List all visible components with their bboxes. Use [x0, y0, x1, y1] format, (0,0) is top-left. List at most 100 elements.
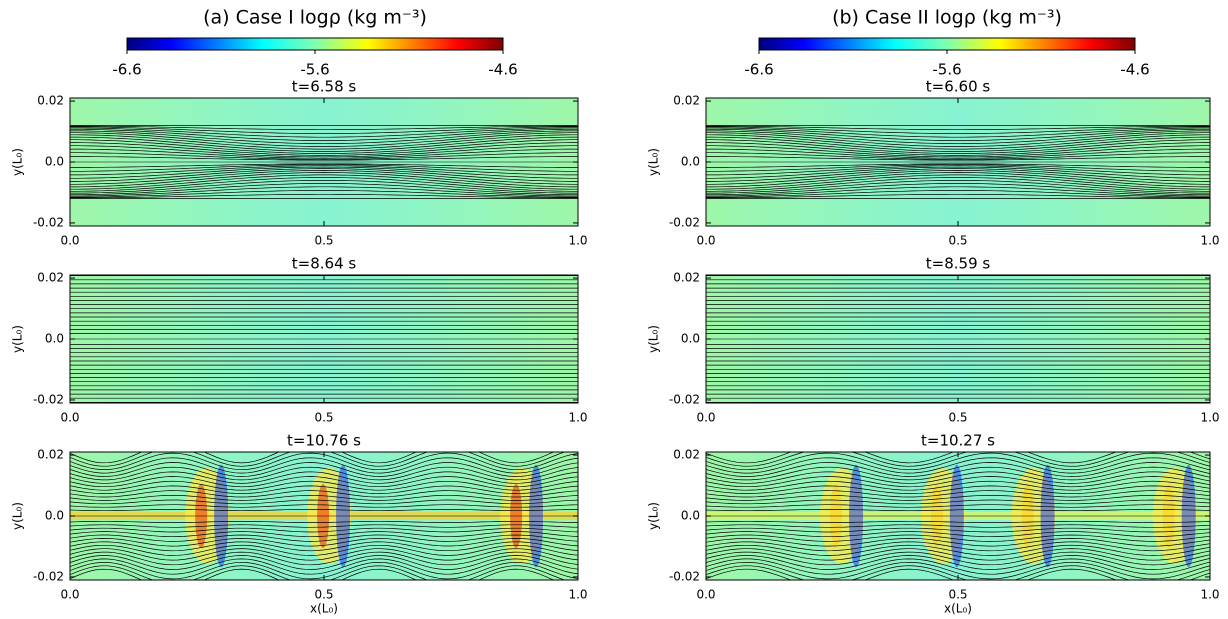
- field-line: [70, 527, 578, 533]
- x-tick-label: 0.0: [696, 588, 715, 602]
- field-line: [70, 509, 578, 512]
- field-line: [70, 494, 578, 501]
- x-tick-label: 0.5: [314, 411, 333, 425]
- field-line: [706, 128, 1210, 141]
- field-line: [706, 186, 1210, 197]
- panel-title: t=10.27 s: [921, 432, 995, 450]
- field-line: [706, 179, 1210, 194]
- field-line: [706, 485, 1210, 494]
- y-tick-label: 0.0: [45, 155, 64, 169]
- field-line: [706, 127, 1210, 138]
- field-line: [706, 531, 1210, 538]
- x-tick-label: 0.5: [314, 234, 333, 248]
- field-line: [706, 499, 1210, 505]
- field-line: [70, 170, 578, 185]
- y-axis-label: y(L₀): [647, 502, 661, 530]
- y-tick-label: 0.02: [673, 94, 700, 108]
- heatmap-image: [70, 98, 578, 226]
- field-line: [70, 452, 555, 464]
- y-axis-label: y(L₀): [11, 148, 25, 176]
- field-line: [70, 126, 578, 134]
- field-line: [70, 179, 578, 194]
- x-tick-label: 0.0: [696, 234, 715, 248]
- x-tick-label: 1.0: [568, 411, 587, 425]
- y-axis-label: y(L₀): [647, 148, 661, 176]
- field-line: [70, 565, 566, 580]
- field-line: [70, 480, 578, 491]
- field-line: [706, 152, 1210, 160]
- panel-title: t=10.76 s: [287, 432, 361, 450]
- heatmap-image: [70, 275, 578, 403]
- heatmap-panel: t=8.59 s 0.0 0.5 1.0 -0.02 0.0 0.02 y(L₀): [647, 255, 1220, 425]
- field-line: [706, 561, 1210, 580]
- field-line: [70, 134, 578, 150]
- x-axis-label: x(L₀): [310, 602, 338, 616]
- x-tick-label: 1.0: [568, 234, 587, 248]
- field-line: [706, 466, 1210, 481]
- field-line: [70, 466, 578, 481]
- field-line: [706, 541, 1210, 552]
- field-line: [706, 145, 1210, 158]
- field-line: [70, 186, 578, 197]
- y-tick-label: -0.02: [33, 215, 64, 229]
- field-line: [706, 476, 1210, 488]
- field-line: [706, 183, 1210, 196]
- field-line: [70, 531, 578, 538]
- y-tick-label: 0.02: [37, 271, 64, 285]
- x-tick-label: 1.0: [1200, 588, 1219, 602]
- panel-title: t=6.58 s: [292, 78, 357, 96]
- x-tick-label: 0.5: [948, 411, 967, 425]
- field-line: [706, 494, 1210, 501]
- x-tick-label: 1.0: [1200, 411, 1219, 425]
- colorbar: [758, 37, 1136, 51]
- y-tick-label: -0.02: [669, 215, 700, 229]
- field-line: [706, 462, 1210, 477]
- y-tick-label: -0.02: [33, 392, 64, 406]
- y-tick-label: -0.02: [669, 392, 700, 406]
- field-line: [706, 471, 1210, 484]
- x-tick-label: 0.5: [314, 588, 333, 602]
- field-line: [70, 538, 578, 547]
- x-tick-label: 1.0: [568, 588, 587, 602]
- heatmap-panel: t=6.58 s 0.0 0.5 1.0 -0.02 0.0 0.02 y(L₀): [11, 78, 588, 248]
- field-line: [706, 558, 1210, 575]
- field-line: [706, 177, 1210, 192]
- field-line: [70, 544, 578, 556]
- field-line: [706, 174, 1210, 190]
- field-line: [70, 145, 578, 158]
- field-line: [70, 485, 578, 494]
- field-line: [706, 520, 1210, 523]
- field-line: [706, 544, 1210, 556]
- field-line: [70, 130, 578, 145]
- y-tick-label: 0.0: [681, 509, 700, 523]
- field-line: [706, 168, 1210, 182]
- x-tick-label: 0.0: [60, 588, 79, 602]
- field-line: [70, 555, 578, 570]
- field-line: [70, 125, 578, 131]
- field-line: [70, 541, 578, 552]
- field-line: [70, 156, 578, 161]
- field-line: [70, 471, 578, 484]
- colorbar-title: (b) Case II logρ (kg m⁻³): [832, 7, 1062, 29]
- field-line: [70, 177, 578, 192]
- field-line: [706, 490, 1210, 498]
- x-tick-label: 0.5: [948, 234, 967, 248]
- y-tick-label: 0.02: [673, 271, 700, 285]
- field-line: [70, 462, 578, 477]
- field-line: [706, 148, 1210, 159]
- field-line: [706, 163, 1210, 168]
- field-line: [70, 148, 578, 159]
- y-axis-label: y(L₀): [647, 325, 661, 353]
- y-axis-label: y(L₀): [11, 325, 25, 353]
- field-line: [70, 568, 555, 580]
- field-line: [706, 142, 1210, 156]
- field-line: [70, 168, 578, 182]
- field-line: [70, 534, 578, 542]
- field-line: [70, 152, 578, 160]
- field-line: [706, 480, 1210, 491]
- colorbar-tick-label: -4.6: [1120, 61, 1149, 79]
- field-line: [70, 136, 578, 152]
- field-line: [706, 134, 1210, 150]
- colorbar-tick-label: -5.6: [300, 61, 329, 79]
- field-line: [706, 125, 1210, 131]
